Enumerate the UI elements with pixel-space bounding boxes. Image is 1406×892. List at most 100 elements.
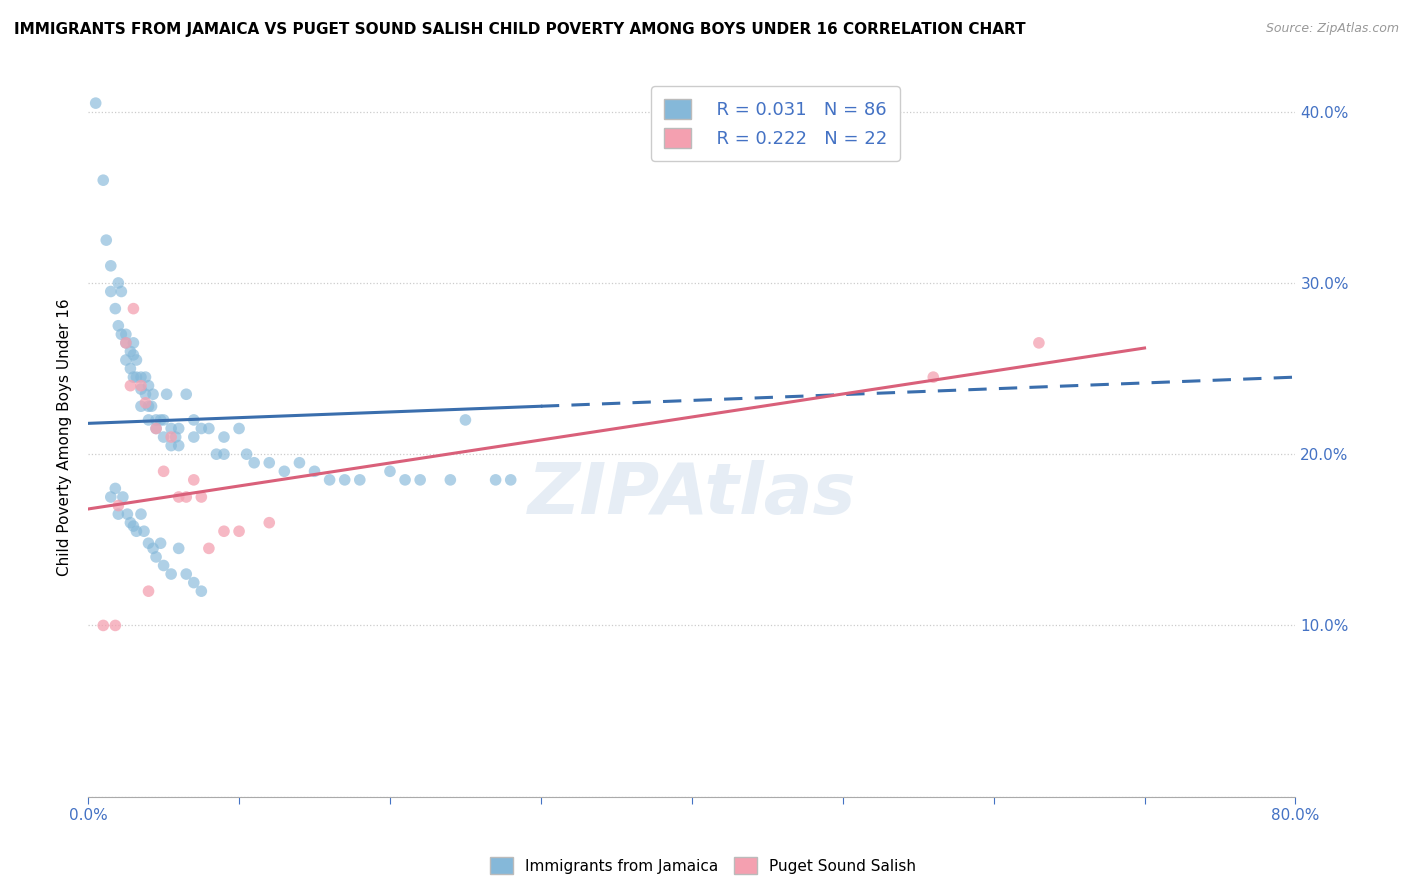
- Point: [156, 387, 179, 401]
- Point: [228, 421, 250, 435]
- Point: [129, 370, 152, 384]
- Point: [205, 447, 228, 461]
- Point: [145, 549, 167, 564]
- Point: [212, 524, 235, 539]
- Point: [104, 618, 127, 632]
- Point: [107, 276, 129, 290]
- Point: [115, 335, 138, 350]
- Point: [257, 516, 280, 530]
- Point: [104, 482, 127, 496]
- Point: [235, 447, 257, 461]
- Point: [160, 421, 183, 435]
- Point: [122, 335, 145, 350]
- Point: [129, 378, 152, 392]
- Point: [485, 473, 508, 487]
- Point: [96, 233, 118, 247]
- Point: [454, 413, 477, 427]
- Point: [91, 173, 114, 187]
- Point: [138, 399, 160, 413]
- Point: [1028, 335, 1050, 350]
- Point: [183, 575, 205, 590]
- Point: [132, 524, 155, 539]
- Point: [174, 567, 197, 582]
- Point: [138, 536, 160, 550]
- Point: [160, 567, 183, 582]
- Point: [107, 499, 129, 513]
- Point: [409, 473, 432, 487]
- Point: [142, 387, 165, 401]
- Point: [190, 584, 212, 599]
- Point: [378, 464, 401, 478]
- Point: [288, 456, 311, 470]
- Legend:   R = 0.031   N = 86,   R = 0.222   N = 22: R = 0.031 N = 86, R = 0.222 N = 22: [651, 87, 900, 161]
- Point: [160, 430, 183, 444]
- Point: [122, 301, 145, 316]
- Point: [91, 618, 114, 632]
- Point: [152, 464, 174, 478]
- Point: [243, 456, 266, 470]
- Point: [100, 259, 122, 273]
- Legend: Immigrants from Jamaica, Puget Sound Salish: Immigrants from Jamaica, Puget Sound Sal…: [484, 851, 922, 880]
- Point: [394, 473, 416, 487]
- Point: [125, 524, 148, 539]
- Point: [134, 396, 156, 410]
- Point: [167, 439, 190, 453]
- Point: [183, 430, 205, 444]
- Point: [160, 439, 183, 453]
- Point: [165, 430, 187, 444]
- Point: [120, 378, 142, 392]
- Text: ZIPAtlas: ZIPAtlas: [527, 460, 856, 529]
- Point: [142, 541, 165, 556]
- Point: [129, 382, 152, 396]
- Point: [120, 344, 142, 359]
- Point: [152, 413, 174, 427]
- Point: [107, 507, 129, 521]
- Point: [212, 447, 235, 461]
- Point: [152, 430, 174, 444]
- Point: [190, 421, 212, 435]
- Point: [304, 464, 326, 478]
- Text: Source: ZipAtlas.com: Source: ZipAtlas.com: [1265, 22, 1399, 36]
- Point: [120, 516, 142, 530]
- Point: [149, 536, 172, 550]
- Point: [117, 507, 139, 521]
- Point: [273, 464, 295, 478]
- Point: [152, 558, 174, 573]
- Point: [145, 421, 167, 435]
- Point: [149, 413, 172, 427]
- Point: [198, 421, 221, 435]
- Point: [212, 430, 235, 444]
- Point: [122, 348, 145, 362]
- Y-axis label: Child Poverty Among Boys Under 16: Child Poverty Among Boys Under 16: [58, 298, 72, 576]
- Point: [122, 370, 145, 384]
- Point: [110, 285, 132, 299]
- Point: [120, 361, 142, 376]
- Point: [167, 490, 190, 504]
- Point: [115, 335, 138, 350]
- Point: [183, 473, 205, 487]
- Point: [129, 399, 152, 413]
- Point: [183, 413, 205, 427]
- Point: [125, 370, 148, 384]
- Point: [125, 353, 148, 368]
- Point: [167, 421, 190, 435]
- Point: [104, 301, 127, 316]
- Point: [167, 541, 190, 556]
- Point: [257, 456, 280, 470]
- Point: [107, 318, 129, 333]
- Point: [141, 399, 163, 413]
- Point: [100, 285, 122, 299]
- Point: [198, 541, 221, 556]
- Point: [115, 327, 138, 342]
- Point: [134, 387, 156, 401]
- Point: [190, 490, 212, 504]
- Point: [228, 524, 250, 539]
- Point: [129, 507, 152, 521]
- Point: [122, 519, 145, 533]
- Point: [110, 327, 132, 342]
- Point: [111, 490, 134, 504]
- Point: [138, 378, 160, 392]
- Point: [174, 387, 197, 401]
- Point: [100, 490, 122, 504]
- Point: [138, 584, 160, 599]
